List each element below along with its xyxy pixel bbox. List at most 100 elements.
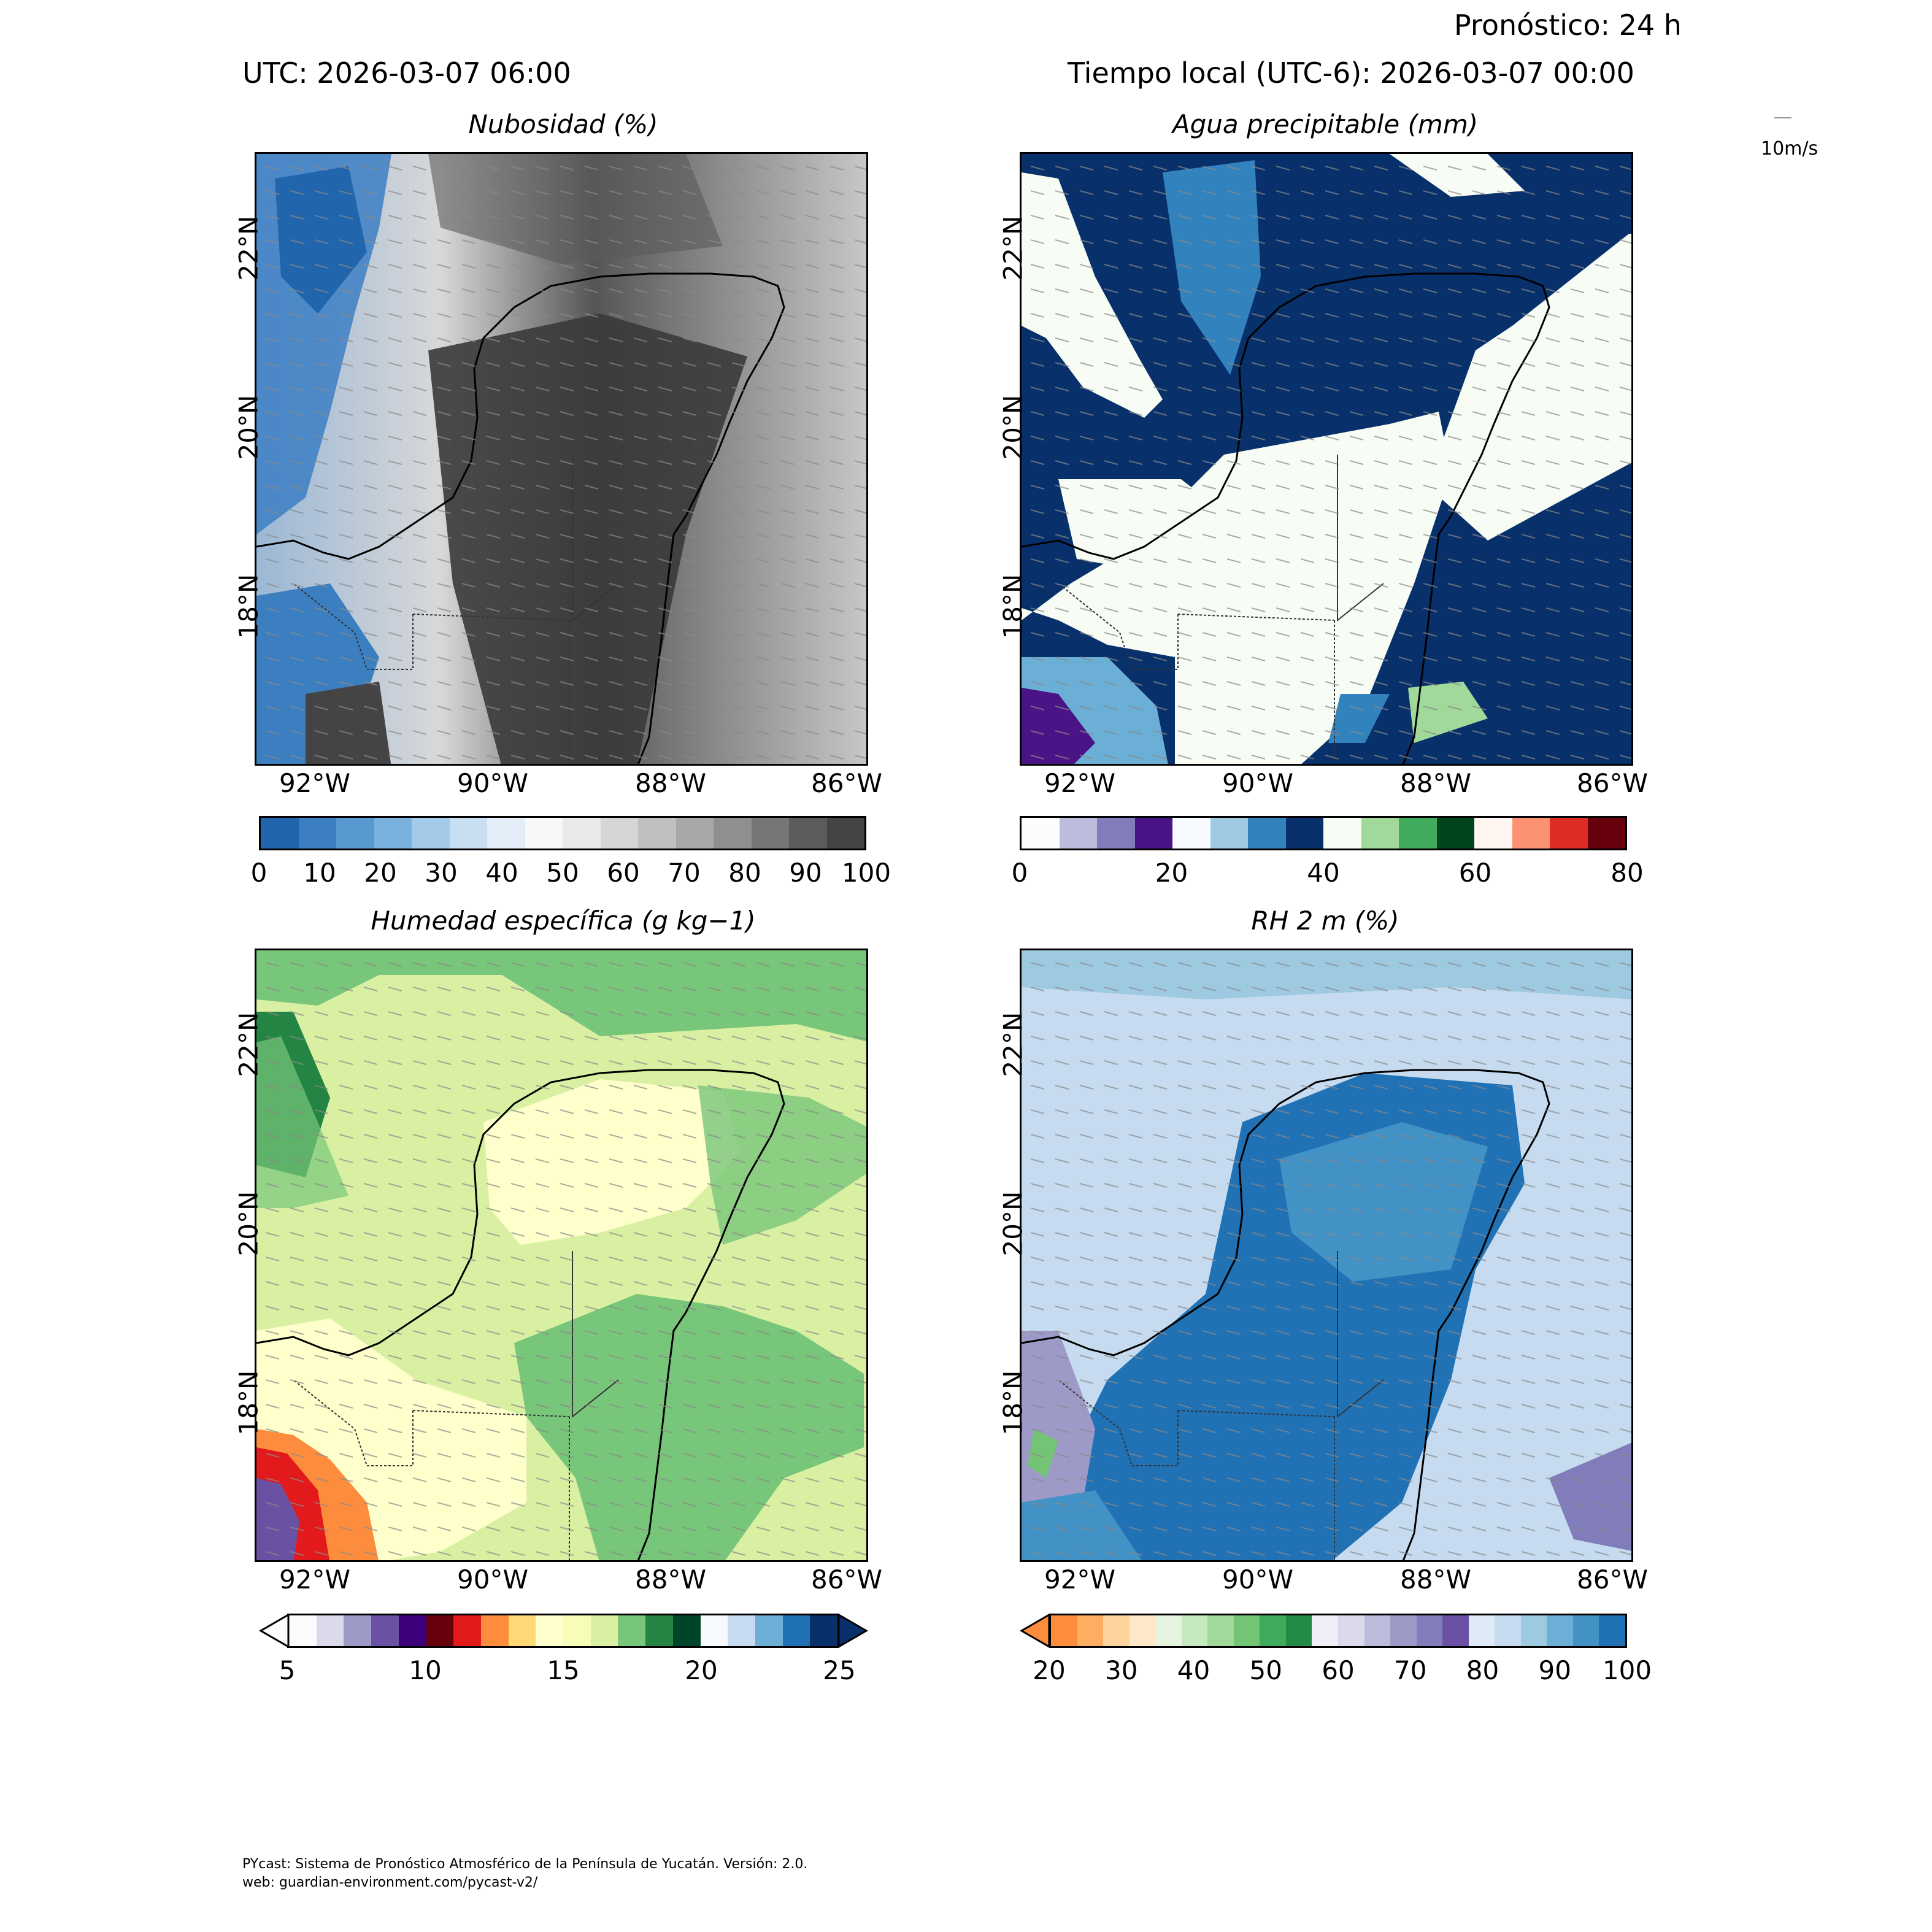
- map-relative-humidity[interactable]: [1020, 949, 1633, 1562]
- colorbar-extend-max-icon: [837, 1614, 868, 1648]
- colorbar-segment: [1207, 1615, 1234, 1646]
- colorbar-segment: [525, 818, 563, 849]
- colorbar-tick-label: 40: [485, 858, 518, 888]
- colorbar-segment: [1361, 818, 1399, 849]
- lon-tick: 86°W: [1577, 768, 1648, 798]
- colorbar-segment: [371, 1615, 399, 1646]
- colorbar-tick-label: 50: [546, 858, 579, 888]
- precipitable-water-field: [1022, 154, 1631, 764]
- lon-tick: 88°W: [1400, 768, 1471, 798]
- colorbar-segment: [1260, 1615, 1286, 1646]
- specific-humidity-field: [256, 950, 866, 1560]
- colorbar-segment: [1599, 1615, 1626, 1646]
- colorbar-tick-label: 60: [607, 858, 640, 888]
- footer-line-1: PYcast: Sistema de Pronóstico Atmosféric…: [242, 1857, 808, 1872]
- colorbar-segment: [449, 818, 487, 849]
- colorbar-tick-label: 5: [279, 1655, 296, 1685]
- footer-line-2: web: guardian-environment.com/pycast-v2/: [242, 1875, 538, 1890]
- colorbar-tick-label: 90: [789, 858, 822, 888]
- colorbar-segment: [714, 818, 752, 849]
- colorbar-segment: [336, 818, 374, 849]
- utc-time: UTC: 2026-03-07 06:00: [242, 56, 571, 90]
- panel-title-cloud: Nubosidad (%): [468, 109, 658, 139]
- lat-tick: 22°N: [998, 1012, 1028, 1077]
- wind-vectors: [265, 166, 866, 760]
- wind-scale-key: 10m/s: [1761, 117, 1818, 160]
- colorbar-segment: [1172, 818, 1210, 849]
- colorbar-segment: [261, 818, 299, 849]
- colorbar-segment: [782, 1615, 810, 1646]
- lat-tick: 18°N: [233, 574, 264, 639]
- lon-tick: 92°W: [279, 768, 350, 798]
- colorbar-segment: [728, 1615, 755, 1646]
- colorbar-extend-min-icon: [259, 1614, 290, 1648]
- colorbar-segment: [645, 1615, 673, 1646]
- lon-tick: 88°W: [635, 1564, 706, 1595]
- colorbar-segment: [536, 1615, 564, 1646]
- colorbar-segment: [1181, 1615, 1208, 1646]
- colorbar-tick-label: 40: [1307, 858, 1340, 888]
- colorbar-segment: [1134, 818, 1172, 849]
- colorbar-segment: [1550, 818, 1588, 849]
- lat-tick: 20°N: [998, 1191, 1028, 1257]
- colorbar-tick-label: 10: [303, 858, 336, 888]
- map-precipitable-water[interactable]: [1020, 152, 1633, 766]
- lon-tick: 90°W: [1222, 768, 1293, 798]
- lat-tick: 18°N: [998, 1370, 1028, 1436]
- colorbar-segment: [1248, 818, 1286, 849]
- colorbar-segment: [1077, 1615, 1104, 1646]
- lon-tick: 90°W: [457, 768, 528, 798]
- colorbar-tick-label: 80: [1611, 858, 1644, 888]
- colorbar-segment: [1399, 818, 1437, 849]
- colorbar-tick-label: 30: [1105, 1655, 1138, 1685]
- panel-title-specific-humidity: Humedad específica (g kg−1): [371, 906, 756, 936]
- colorbar-tick-label: 30: [425, 858, 458, 888]
- colorbar-segment: [1022, 818, 1060, 849]
- colorbar-specific-humidity: [287, 1614, 839, 1648]
- colorbar-tick-label: 100: [1602, 1655, 1652, 1685]
- colorbar-segment: [1338, 1615, 1364, 1646]
- lon-tick: 86°W: [1577, 1564, 1648, 1595]
- colorbar-segment: [590, 1615, 618, 1646]
- colorbar-segment: [1051, 1615, 1077, 1646]
- colorbar-extend-min-icon: [1020, 1614, 1050, 1648]
- colorbar-segment: [412, 818, 450, 849]
- colorbar-segment: [344, 1615, 372, 1646]
- colorbar-segment: [1442, 1615, 1469, 1646]
- map-cloud-cover[interactable]: [255, 152, 868, 766]
- colorbar-tick-label: 25: [823, 1655, 856, 1685]
- colorbar-tick-label: 60: [1458, 858, 1492, 888]
- colorbar-segment: [700, 1615, 728, 1646]
- lat-tick: 18°N: [233, 1370, 264, 1436]
- colorbar-segment: [487, 818, 525, 849]
- colorbar-segment: [1512, 818, 1550, 849]
- colorbar-segment: [755, 1615, 783, 1646]
- lon-tick: 90°W: [457, 1564, 528, 1595]
- colorbar-segment: [289, 1615, 317, 1646]
- colorbar-segment: [618, 1615, 646, 1646]
- footer-credit: PYcast: Sistema de Pronóstico Atmosféric…: [242, 1855, 807, 1892]
- lon-tick: 90°W: [1222, 1564, 1293, 1595]
- colorbar-segment: [1495, 1615, 1521, 1646]
- colorbar-tick-label: 70: [1394, 1655, 1427, 1685]
- colorbar-segment: [563, 818, 601, 849]
- colorbar-segment: [1103, 1615, 1130, 1646]
- map-specific-humidity[interactable]: [255, 949, 868, 1562]
- lon-tick: 92°W: [279, 1564, 350, 1595]
- wind-scale-label: 10m/s: [1761, 138, 1818, 160]
- colorbar-tick-label: 20: [685, 1655, 718, 1685]
- colorbar-segment: [1587, 818, 1625, 849]
- colorbar-tick-label: 0: [1011, 858, 1028, 888]
- colorbar-relative-humidity: [1049, 1614, 1627, 1648]
- lon-tick: 88°W: [1400, 1564, 1471, 1595]
- colorbar-segment: [1285, 818, 1323, 849]
- colorbar-segment: [480, 1615, 509, 1646]
- colorbar-segment: [751, 818, 789, 849]
- colorbar-segment: [1097, 818, 1135, 849]
- colorbar-tick-label: 70: [668, 858, 701, 888]
- colorbar-segment: [789, 818, 827, 849]
- colorbar-segment: [1059, 818, 1097, 849]
- wind-vectors: [265, 962, 866, 1556]
- lat-tick: 20°N: [998, 394, 1028, 460]
- colorbar-segment: [1436, 818, 1474, 849]
